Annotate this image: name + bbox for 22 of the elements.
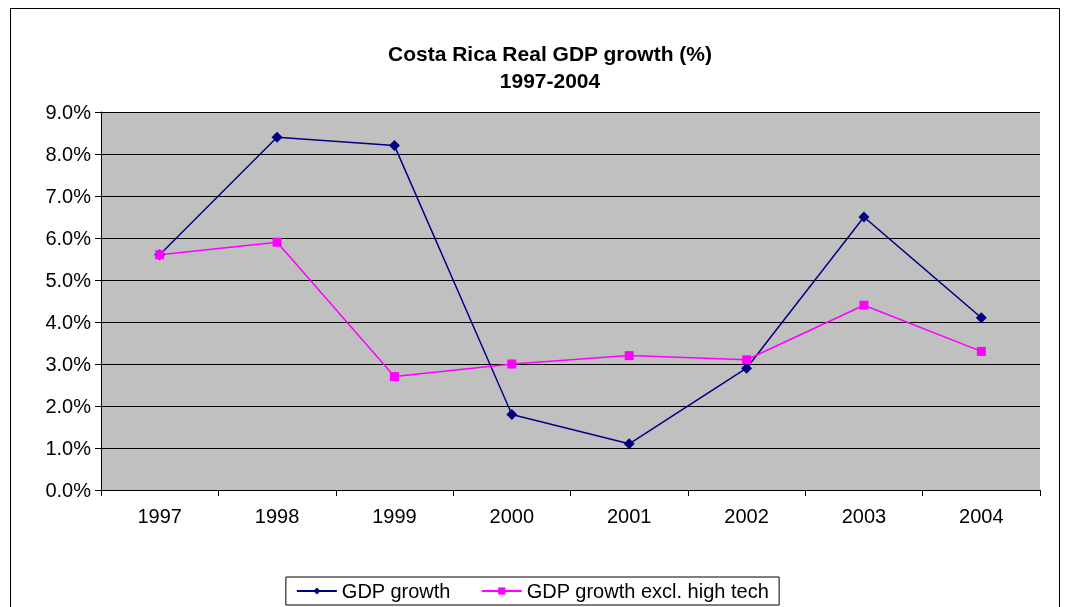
y-tick-label: 2.0% — [45, 395, 92, 417]
y-tick-label: 5.0% — [45, 269, 92, 291]
x-tick-label: 2004 — [959, 505, 1004, 527]
chart-subtitle: 1997-2004 — [499, 69, 601, 92]
y-tick-label: 0.0% — [45, 479, 92, 501]
x-tick-label: 2001 — [606, 505, 652, 527]
x-tick-label: 1997 — [137, 505, 182, 527]
y-tick-label: 4.0% — [45, 311, 92, 333]
legend-label: GDP growth — [341, 580, 451, 602]
x-tick-label: 1999 — [372, 505, 417, 527]
x-tick-label: 2002 — [724, 505, 769, 527]
x-tick-label: 2003 — [841, 505, 887, 527]
y-tick-label: 6.0% — [45, 227, 92, 249]
y-tick-label: 9.0% — [45, 101, 92, 123]
legend-label: GDP growth excl. high tech — [526, 580, 769, 602]
y-tick-label: 7.0% — [45, 185, 92, 207]
y-tick-label: 1.0% — [45, 437, 92, 459]
y-tick-label: 3.0% — [45, 353, 92, 375]
x-tick-label: 1998 — [254, 505, 300, 527]
y-tick-label: 8.0% — [45, 143, 92, 165]
chart-title: Costa Rica Real GDP growth (%) — [387, 42, 713, 65]
x-tick-label: 2000 — [489, 505, 535, 527]
